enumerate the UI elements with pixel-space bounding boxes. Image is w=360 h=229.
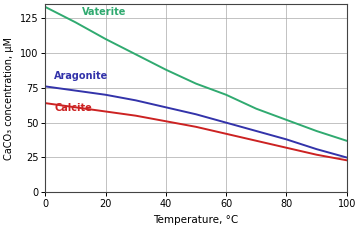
Text: Calcite: Calcite (54, 103, 92, 113)
Text: Vaterite: Vaterite (81, 7, 126, 17)
Text: Aragonite: Aragonite (54, 71, 109, 81)
Y-axis label: CaCO₃ concentration, μM: CaCO₃ concentration, μM (4, 37, 14, 160)
X-axis label: Temperature, °C: Temperature, °C (153, 215, 239, 225)
